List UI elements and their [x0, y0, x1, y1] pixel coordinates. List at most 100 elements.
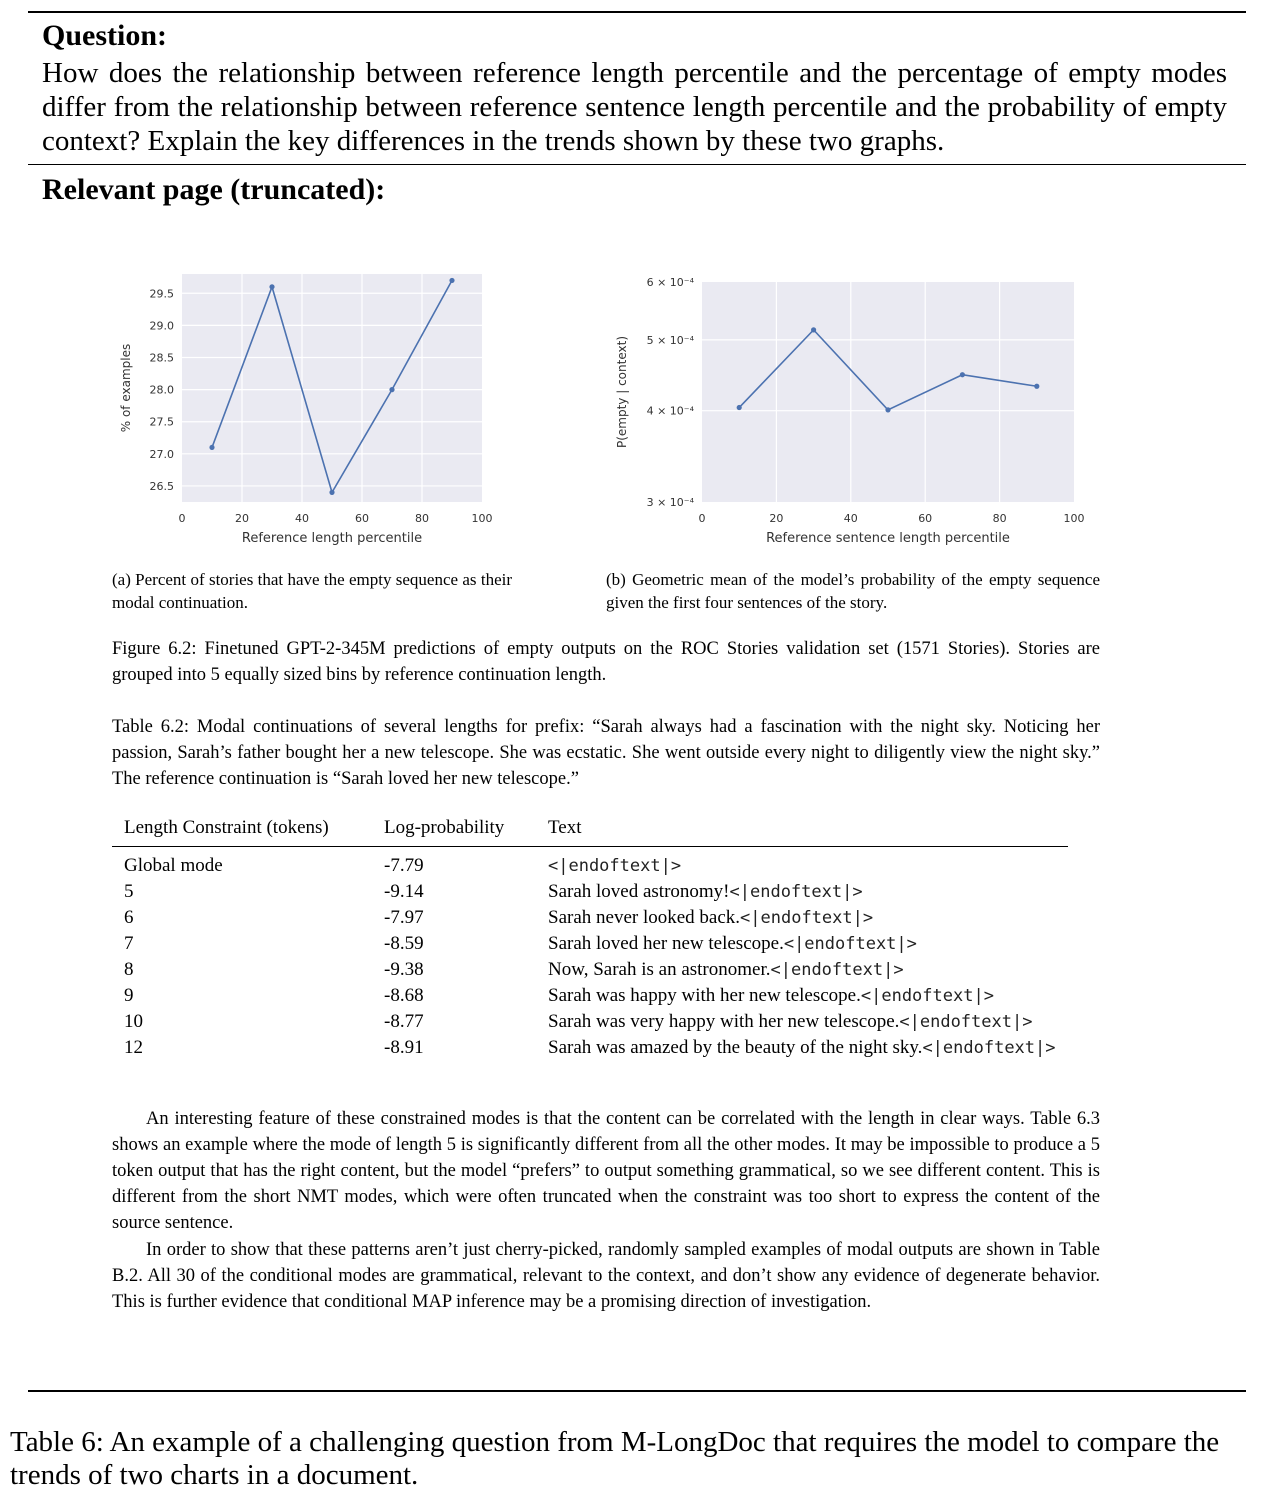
data-point	[736, 404, 742, 411]
relevant-page-heading: Relevant page (truncated):	[42, 173, 386, 206]
bottom-caption: Table 6: An example of a challenging que…	[10, 1426, 1220, 1491]
table-header-row: Length Constraint (tokens) Log-probabili…	[112, 812, 1068, 847]
bottom-rule	[28, 1390, 1246, 1392]
x-tick-label: 20	[769, 512, 783, 525]
y-axis-label: % of examples	[119, 344, 133, 433]
data-point	[209, 444, 215, 451]
figure-caption: Figure 6.2: Finetuned GPT-2-345M predict…	[112, 639, 1100, 685]
table-row: 7 -8.59 Sarah loved her new telescope.<|…	[112, 931, 1068, 957]
y-tick-label: 3 × 10⁻⁴	[647, 496, 695, 509]
y-tick-label: 27.0	[150, 448, 175, 461]
cell-logprob: -8.77	[384, 1011, 424, 1032]
header-length-constraint: Length Constraint (tokens)	[124, 817, 329, 838]
cell-text: Sarah was happy with her new telescope.<…	[536, 983, 1068, 1009]
x-tick-label: 60	[918, 512, 932, 525]
plot-area	[182, 274, 482, 502]
question-divider	[28, 164, 1246, 165]
table-row: Global mode -7.79 <|endoftext|>	[112, 847, 1068, 880]
question-text: How does the relationship between refere…	[42, 57, 1227, 157]
cell-length: 8	[124, 959, 134, 980]
cell-text-content: Sarah loved astronomy!	[548, 881, 730, 902]
y-tick-label: 4 × 10⁻⁴	[647, 405, 695, 418]
table-row: 5 -9.14 Sarah loved astronomy!<|endoftex…	[112, 879, 1068, 905]
cell-length: 5	[124, 881, 134, 902]
cell-logprob: -7.97	[384, 907, 424, 928]
x-tick-label: 100	[1064, 512, 1085, 525]
cell-text: Now, Sarah is an astronomer.<|endoftext|…	[536, 957, 1068, 983]
cell-length: 7	[124, 933, 134, 954]
cell-text-content: Sarah was very happy with her new telesc…	[548, 1011, 900, 1032]
data-point	[885, 407, 891, 413]
subcaption-b: (b) Geometric mean of the model’s probab…	[606, 570, 1100, 612]
y-tick-label: 26.5	[150, 480, 175, 493]
cell-logprob: -8.68	[384, 985, 424, 1006]
y-tick-label: 29.5	[150, 287, 175, 300]
x-tick-label: 40	[295, 512, 309, 525]
y-tick-label: 28.0	[150, 384, 175, 397]
data-point	[329, 489, 335, 495]
cell-logprob: -9.14	[384, 881, 424, 902]
table-row: 12 -8.91 Sarah was amazed by the beauty …	[112, 1035, 1068, 1061]
data-point	[269, 284, 275, 290]
endoftext-token: <|endoftext|>	[899, 1012, 1033, 1032]
subcaption-a: (a) Percent of stories that have the emp…	[112, 570, 512, 612]
cell-text-content: Sarah never looked back.	[548, 907, 741, 928]
cell-logprob: -8.91	[384, 1037, 424, 1058]
chart-a-reference-length: 0 20 40 60 80 100 26.5 27.0 27.5 28.0 28.5 29.0 29.5…	[119, 274, 493, 546]
question-heading: Question:	[42, 19, 168, 52]
data-point	[389, 387, 395, 393]
x-tick-label: 20	[235, 512, 249, 525]
header-text: Text	[548, 817, 582, 838]
cell-length: 9	[124, 985, 134, 1006]
x-tick-label: 80	[993, 512, 1007, 525]
endoftext-token: <|endoftext|>	[783, 934, 917, 954]
cell-length: 6	[124, 907, 134, 928]
data-point	[959, 372, 965, 378]
header-log-probability: Log-probability	[384, 817, 505, 838]
endoftext-token: <|endoftext|>	[860, 986, 994, 1006]
table-row: 6 -7.97 Sarah never looked back.<|endoft…	[112, 905, 1068, 931]
x-tick-label: 0	[179, 512, 186, 525]
cell-length: 10	[124, 1011, 143, 1032]
cell-text-content: Sarah was happy with her new telescope.	[548, 985, 861, 1006]
table-row: 8 -9.38 Now, Sarah is an astronomer.<|en…	[112, 957, 1068, 983]
table-row: 10 -8.77 Sarah was very happy with her n…	[112, 1009, 1068, 1035]
cell-length: 12	[124, 1037, 143, 1058]
x-axis-label: Reference length percentile	[242, 531, 422, 546]
y-tick-label: 5 × 10⁻⁴	[647, 334, 695, 347]
table-row: 9 -8.68 Sarah was happy with her new tel…	[112, 983, 1068, 1009]
cell-text: Sarah was amazed by the beauty of the ni…	[536, 1035, 1068, 1061]
y-tick-label: 29.0	[150, 319, 175, 332]
cell-logprob: -8.59	[384, 933, 424, 954]
modal-continuations-table: Length Constraint (tokens) Log-probabili…	[112, 812, 1068, 1061]
cell-text: Sarah loved her new telescope.<|endoftex…	[536, 931, 1068, 957]
cell-text-content: Sarah was amazed by the beauty of the ni…	[548, 1037, 923, 1058]
table-caption: Table 6.2: Modal continuations of severa…	[112, 717, 1100, 789]
endoftext-token: <|endoftext|>	[740, 908, 874, 928]
data-point	[811, 327, 817, 333]
x-axis-label: Reference sentence length percentile	[766, 531, 1010, 546]
x-tick-label: 60	[355, 512, 369, 525]
y-tick-label: 28.5	[150, 351, 175, 364]
endoftext-token: <|endoftext|>	[770, 960, 904, 980]
x-tick-label: 0	[699, 512, 706, 525]
cell-logprob: -7.79	[384, 855, 424, 876]
plot-area	[702, 282, 1074, 502]
cell-text-content: Sarah loved her new telescope.	[548, 933, 784, 954]
endoftext-token: <|endoftext|>	[729, 882, 863, 902]
data-point	[449, 277, 455, 284]
cell-text: Sarah loved astronomy!<|endoftext|>	[536, 879, 1068, 905]
endoftext-token: <|endoftext|>	[922, 1038, 1056, 1058]
cell-length: Global mode	[124, 855, 223, 876]
cell-text: <|endoftext|>	[536, 847, 1068, 880]
cell-text: Sarah never looked back.<|endoftext|>	[536, 905, 1068, 931]
x-tick-label: 80	[415, 512, 429, 525]
x-tick-label: 100	[472, 512, 493, 525]
cell-text-content: Now, Sarah is an astronomer.	[548, 959, 771, 980]
endoftext-token: <|endoftext|>	[548, 856, 682, 876]
cell-logprob: -9.38	[384, 959, 424, 980]
top-rule	[28, 11, 1246, 13]
y-tick-label: 27.5	[150, 416, 175, 429]
body-paragraph-1: An interesting feature of these constrai…	[112, 1109, 1100, 1233]
y-axis-label: P(empty | context)	[615, 336, 629, 448]
